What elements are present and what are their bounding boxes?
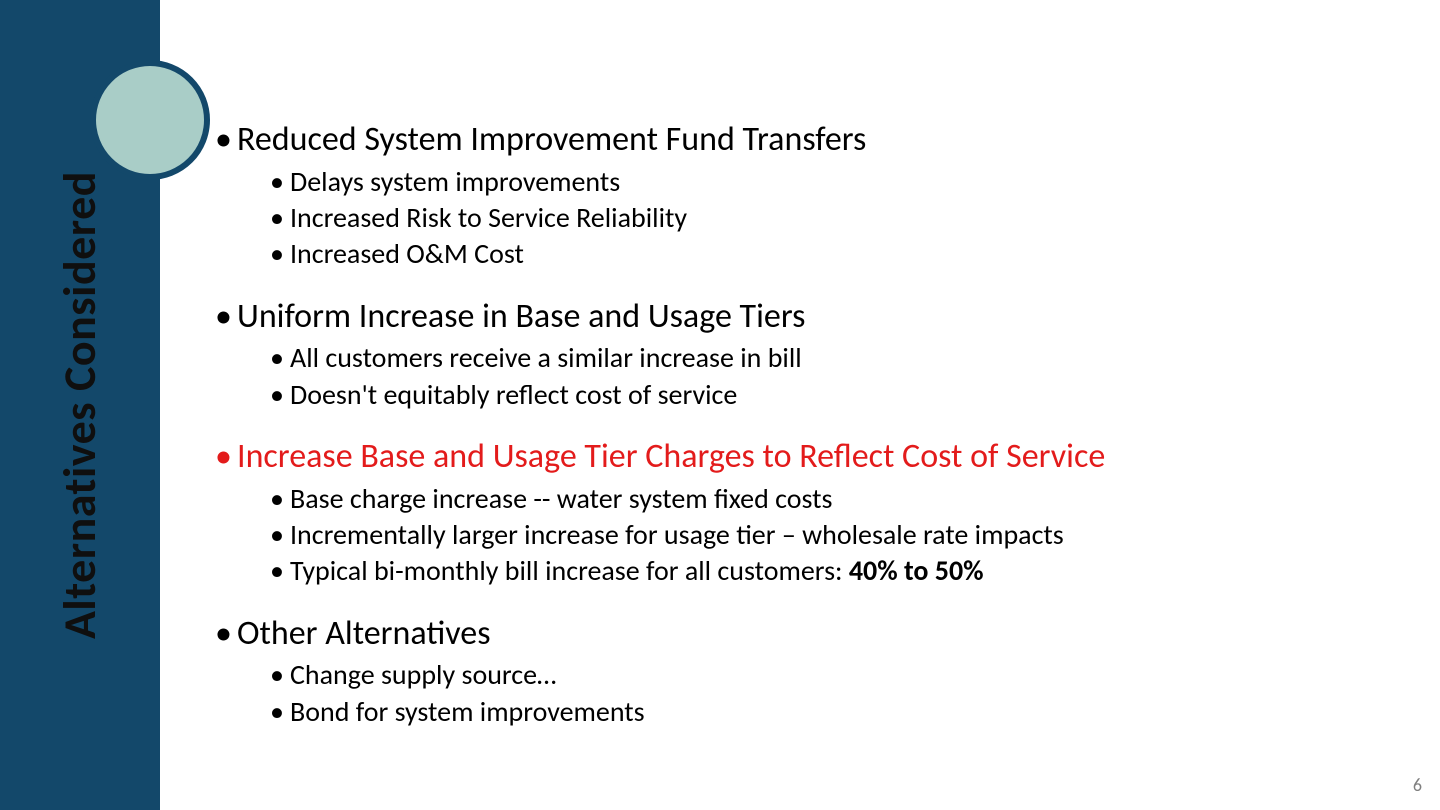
sub-item: •All customers receive a similar increas…	[270, 340, 1415, 376]
sub-item: •Bond for system improvements	[270, 694, 1415, 730]
sub-item: •Doesn't equitably reflect cost of servi…	[270, 377, 1415, 413]
bullet-2-text: Uniform Increase in Base and Usage Tiers	[237, 296, 805, 337]
sub-item: •Increased Risk to Service Reliability	[270, 200, 1415, 236]
sub-item: •Incrementally larger increase for usage…	[270, 517, 1415, 553]
sub-item: •Delays system improvements	[270, 164, 1415, 200]
bullet-4-sub: •Change supply source… •Bond for system …	[270, 657, 1415, 730]
sub-item: •Typical bi-monthly bill increase for al…	[270, 553, 1415, 589]
page-number: 6	[1413, 774, 1422, 796]
sub-item: •Increased O&M Cost	[270, 236, 1415, 272]
slide: Alternatives Considered •Reduced System …	[0, 0, 1440, 810]
sidebar-title: Alternatives Considered	[52, 171, 108, 639]
sidebar-title-wrap: Alternatives Considered	[0, 0, 160, 810]
sub-item: •Change supply source…	[270, 657, 1415, 693]
bullet-3: •Increase Base and Usage Tier Charges to…	[215, 435, 1415, 479]
bullet-4-text: Other Alternatives	[237, 613, 491, 654]
sub-item: •Base charge increase -- water system fi…	[270, 481, 1415, 517]
sidebar: Alternatives Considered	[0, 0, 160, 810]
bullet-2-sub: •All customers receive a similar increas…	[270, 340, 1415, 413]
bullet-1: •Reduced System Improvement Fund Transfe…	[215, 118, 1415, 162]
bullet-3-sub: •Base charge increase -- water system fi…	[270, 481, 1415, 590]
bullet-1-text: Reduced System Improvement Fund Transfer…	[237, 119, 866, 160]
bullet-3-text: Increase Base and Usage Tier Charges to …	[237, 436, 1105, 477]
bullet-2: •Uniform Increase in Base and Usage Tier…	[215, 295, 1415, 339]
content-area: •Reduced System Improvement Fund Transfe…	[215, 118, 1415, 730]
bullet-4: •Other Alternatives	[215, 612, 1415, 656]
bullet-1-sub: •Delays system improvements •Increased R…	[270, 164, 1415, 273]
